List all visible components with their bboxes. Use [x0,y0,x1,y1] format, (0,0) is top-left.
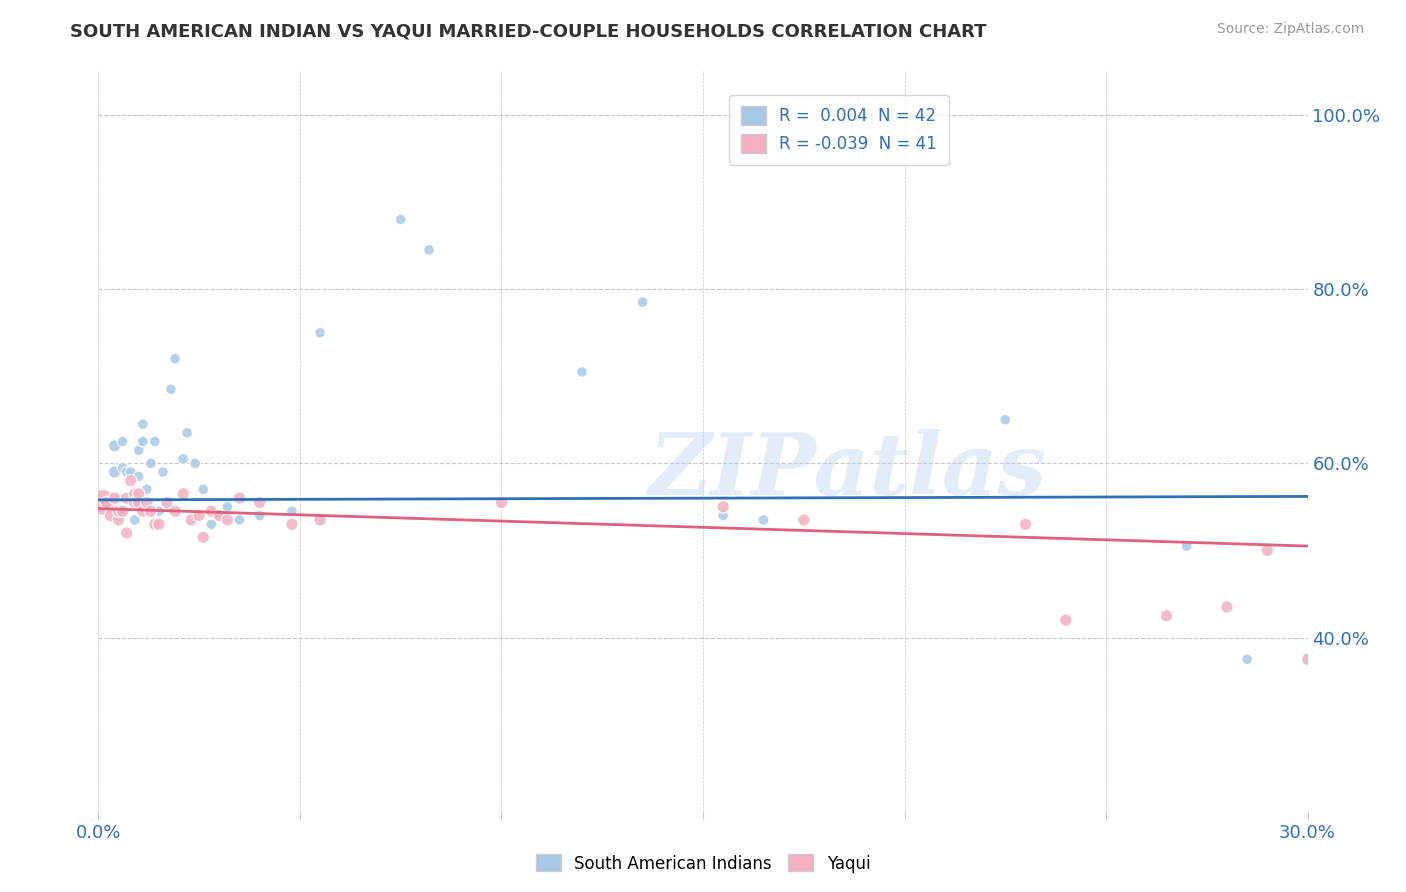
Point [128,469,150,483]
Point [124,513,146,527]
Point [631,295,654,310]
Point [1054,613,1077,627]
Point [172,487,194,501]
Point [124,495,146,509]
Point [107,491,129,505]
Point [128,495,150,509]
Point [309,326,332,340]
Legend: R =  0.004  N = 42, R = -0.039  N = 41: R = 0.004 N = 42, R = -0.039 N = 41 [730,95,949,165]
Point [200,517,222,532]
Point [1156,608,1178,623]
Point [107,513,129,527]
Point [96,495,118,509]
Point [132,434,155,449]
Point [281,504,304,518]
Point [1216,600,1239,615]
Point [143,517,166,532]
Point [389,212,412,227]
Point [103,465,125,479]
Point [1014,517,1036,532]
Point [107,508,129,523]
Point [148,517,170,532]
Point [163,504,186,518]
Point [115,526,138,541]
Point [148,504,170,518]
Point [115,491,138,505]
Point [208,508,231,523]
Point [208,508,231,523]
Text: SOUTH AMERICAN INDIAN VS YAQUI MARRIED-COUPLE HOUSEHOLDS CORRELATION CHART: SOUTH AMERICAN INDIAN VS YAQUI MARRIED-C… [70,22,987,40]
Point [156,495,179,509]
Point [711,500,734,514]
Point [124,487,146,501]
Point [172,452,194,467]
Point [139,504,162,518]
Point [128,487,150,501]
Point [188,508,211,523]
Point [143,434,166,449]
Point [994,413,1017,427]
Point [135,483,157,497]
Point [184,456,207,470]
Point [96,495,118,509]
Point [711,508,734,523]
Point [107,504,129,518]
Point [249,508,271,523]
Point [193,530,215,544]
Point [163,351,186,366]
Point [793,513,815,527]
Point [132,504,155,518]
Point [309,513,332,527]
Point [418,243,440,257]
Point [176,425,198,440]
Point [103,439,125,453]
Point [217,500,239,514]
Point [491,495,513,509]
Point [135,495,157,509]
Point [200,504,222,518]
Point [103,491,125,505]
Point [1236,652,1258,666]
Point [124,487,146,501]
Point [120,474,142,488]
Point [193,483,215,497]
Point [152,465,174,479]
Point [1256,543,1278,558]
Point [132,417,155,431]
Point [111,460,134,475]
Point [120,465,142,479]
Point [249,495,271,509]
Point [1175,539,1198,553]
Point [228,513,250,527]
Point [217,513,239,527]
Point [111,434,134,449]
Point [91,495,114,509]
Point [128,443,150,458]
Point [228,491,250,505]
Point [281,517,304,532]
Legend: South American Indians, Yaqui: South American Indians, Yaqui [529,847,877,880]
Text: Source: ZipAtlas.com: Source: ZipAtlas.com [1216,22,1364,37]
Point [571,365,593,379]
Point [1296,652,1319,666]
Text: ZIPatlas: ZIPatlas [650,429,1047,513]
Point [100,508,122,523]
Point [160,382,183,396]
Point [139,456,162,470]
Point [180,513,202,527]
Point [115,465,138,479]
Point [752,513,775,527]
Point [111,504,134,518]
